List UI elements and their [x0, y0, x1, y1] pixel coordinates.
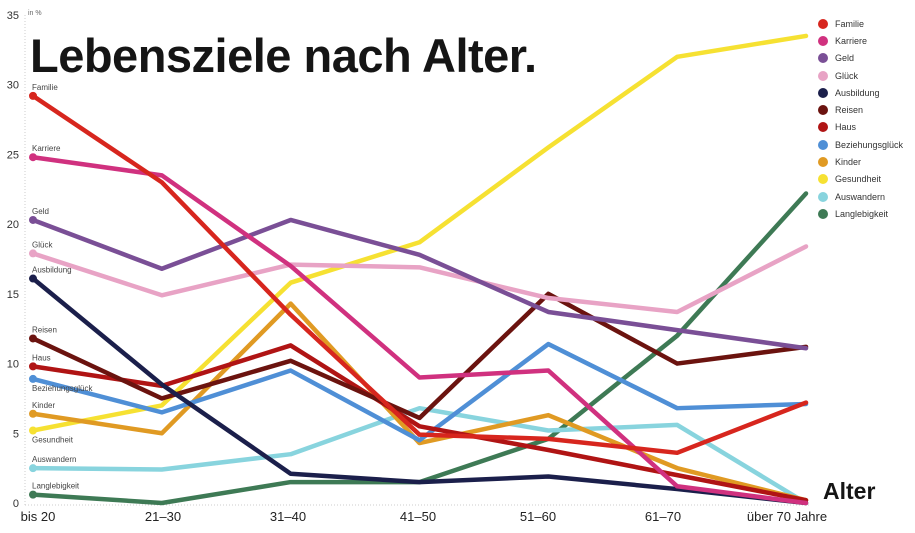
series-start-point — [29, 91, 37, 100]
x-tick-label: 41–50 — [400, 509, 436, 524]
series-line-auswandern — [30, 405, 809, 506]
legend-swatch — [818, 35, 828, 46]
y-tick-label: 20 — [7, 219, 19, 231]
y-tick-label: 0 — [13, 498, 19, 510]
series-start-point — [29, 490, 37, 499]
x-tick-label: 51–60 — [520, 509, 556, 524]
series-label: Auswandern — [32, 455, 76, 464]
legend-item: Familie — [818, 15, 903, 32]
series-line-karriere — [30, 154, 809, 506]
legend-swatch — [818, 191, 828, 202]
legend-item: Ausbildung — [818, 84, 903, 101]
chart-title: Lebensziele nach Alter. — [30, 29, 537, 82]
series-label: Glück — [32, 240, 53, 249]
legend-swatch — [818, 87, 828, 98]
legend-item: Gesundheit — [818, 171, 903, 188]
series-label: Ausbildung — [32, 266, 72, 275]
series-line-ausbildung — [30, 276, 809, 506]
legend-item: Langlebigkeit — [818, 205, 903, 222]
legend-label: Kinder — [835, 157, 862, 168]
series-label: Karriere — [32, 144, 61, 153]
legend-swatch — [818, 208, 828, 219]
series-start-point — [29, 374, 37, 383]
series-line-beziehungsglück — [30, 341, 809, 443]
legend-swatch — [818, 53, 828, 64]
series-start-point — [29, 334, 37, 343]
legend: Familie Karriere Geld Glück Ausbildung Reisen… — [818, 15, 903, 223]
y-tick-label: 10 — [7, 359, 19, 371]
series-line-reisen — [30, 291, 809, 421]
y-tick-label: 25 — [7, 149, 19, 161]
series-start-point — [29, 362, 37, 371]
series-label: Langlebigkeit — [32, 482, 80, 491]
legend-label: Familie — [835, 18, 865, 29]
legend-item: Kinder — [818, 153, 903, 170]
series-label: Gesundheit — [32, 435, 74, 444]
legend-label: Gesundheit — [835, 174, 882, 185]
series-line-haus — [30, 343, 809, 503]
series-line-gesundheit — [30, 33, 809, 433]
legend-swatch — [818, 122, 828, 133]
x-tick-label: 21–30 — [145, 509, 181, 524]
legend-label: Glück — [835, 70, 859, 81]
series-label: Reisen — [32, 325, 57, 334]
legend-item: Geld — [818, 50, 903, 67]
x-tick-label: über 70 Jahre — [747, 509, 827, 524]
series-start-point — [29, 215, 37, 224]
series-start-point — [29, 274, 37, 283]
legend-swatch — [818, 174, 828, 185]
x-tick-label: bis 20 — [21, 509, 56, 524]
series-line-geld — [30, 217, 809, 351]
y-tick-label: 15 — [7, 289, 19, 301]
legend-item: Glück — [818, 67, 903, 84]
legend-swatch — [818, 157, 828, 168]
legend-label: Langlebigkeit — [835, 208, 889, 219]
legend-swatch — [818, 70, 828, 81]
legend-label: Geld — [835, 53, 855, 64]
series-start-point — [29, 426, 37, 435]
legend-label: Beziehungsglück — [835, 139, 904, 150]
legend-item: Reisen — [818, 101, 903, 118]
legend-swatch — [818, 105, 828, 116]
legend-item: Karriere — [818, 32, 903, 49]
legend-item: Beziehungsglück — [818, 136, 903, 153]
series-line-kinder — [30, 301, 809, 503]
legend-label: Haus — [835, 122, 857, 133]
series-start-point — [29, 153, 37, 162]
series-label: Geld — [32, 207, 49, 216]
legend-swatch — [818, 139, 828, 150]
legend-item: Haus — [818, 119, 903, 136]
x-tick-label: 61–70 — [645, 509, 681, 524]
series-label: Familie — [32, 83, 58, 92]
series-start-point — [29, 464, 37, 473]
series-start-point — [29, 249, 37, 258]
series-label: Kinder — [32, 401, 55, 410]
series-label: Haus — [32, 353, 51, 362]
x-tick-label: 31–40 — [270, 509, 306, 524]
legend-label: Karriere — [835, 35, 868, 46]
series-line-familie — [30, 93, 809, 456]
series-label: Beziehungsglück — [32, 384, 93, 393]
series-start-point — [29, 409, 37, 418]
y-tick-label: 30 — [7, 80, 19, 92]
y-tick-label: 5 — [13, 428, 19, 440]
y-tick-label: 35 — [7, 10, 19, 22]
legend-swatch — [818, 18, 828, 29]
series-line-glück — [30, 244, 809, 315]
y-unit-label: in % — [28, 10, 42, 17]
x-axis-title: Alter — [823, 478, 876, 504]
legend-item: Auswandern — [818, 188, 903, 205]
legend-label: Ausbildung — [835, 87, 880, 98]
legend-label: Reisen — [835, 105, 864, 116]
legend-label: Auswandern — [835, 191, 886, 202]
